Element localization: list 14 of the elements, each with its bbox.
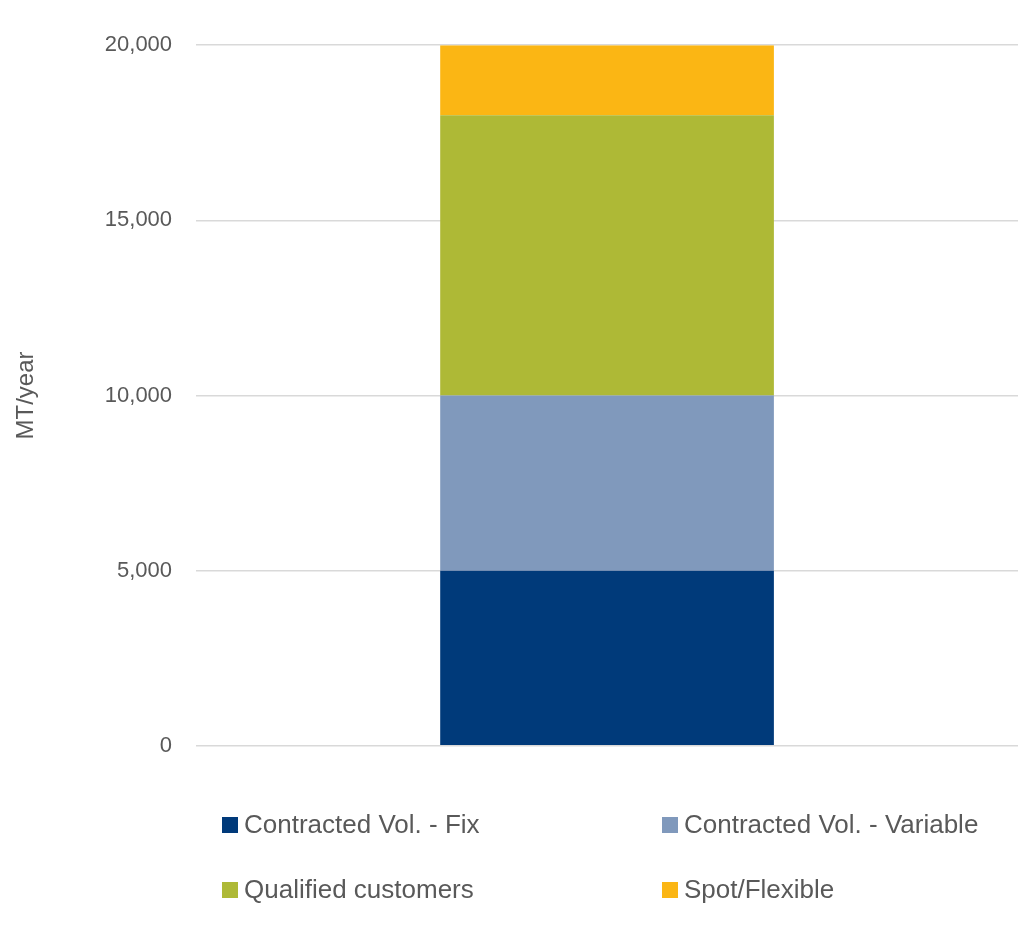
legend-label: Contracted Vol. - Variable [684,809,979,840]
bar [440,45,774,116]
y-tick-label: 0 [159,731,173,757]
y-tick-label: 5,000 [117,556,173,582]
bar [440,115,774,396]
y-tick-label: 10,000 [104,381,173,407]
y-tick-label: 20,000 [104,31,173,57]
legend-label: Contracted Vol. - Fix [244,809,480,840]
bar [440,395,774,571]
y-tick-label: 15,000 [104,206,173,232]
legend-label: Qualified customers [244,874,474,905]
y-axis-title: MT/year [11,351,39,440]
legend-label: Spot/Flexible [684,874,835,905]
bar [440,570,774,746]
